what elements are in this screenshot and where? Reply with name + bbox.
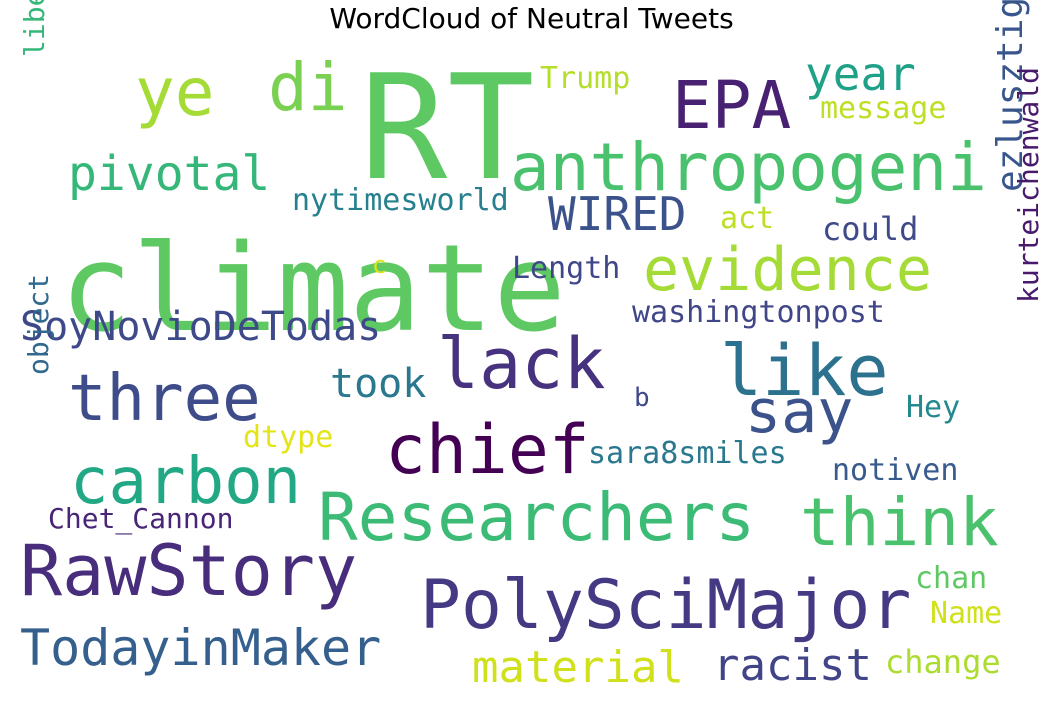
word-liberals: liberals — [18, 0, 51, 57]
word-took: took — [330, 361, 426, 407]
word-rt: RT — [360, 44, 535, 213]
word-act: act — [720, 201, 774, 236]
word-chief: chief — [385, 411, 590, 490]
word-could: could — [822, 210, 918, 248]
word-climate: climate — [60, 220, 566, 359]
word-chet-cannon: Chet_Cannon — [48, 502, 233, 536]
word-polyscimajor: PolySciMajor — [420, 566, 911, 645]
word-ye: ye — [135, 54, 214, 131]
word-change: change — [885, 643, 1001, 681]
word-material: material — [472, 642, 684, 693]
word-anthropogeni: anthropogeni — [510, 129, 987, 206]
word-like: like — [720, 330, 889, 412]
word-ezlusztig: ezlusztig — [990, 0, 1031, 192]
chart-title: WordCloud of Neutral Tweets — [329, 2, 734, 35]
word-epa: EPA — [672, 67, 791, 144]
word-todayinmaker: TodayinMaker — [20, 619, 381, 677]
word-wired: WIRED — [548, 187, 686, 241]
word-message: message — [820, 91, 946, 126]
word-year: year — [805, 47, 916, 101]
word-researchers: Researchers — [318, 479, 755, 556]
word-soynoviodetodas: SoyNovioDeTodas — [20, 304, 381, 350]
word-hey: Hey — [906, 390, 960, 425]
word-object: object — [22, 274, 55, 375]
word-c: c — [372, 251, 386, 279]
word-trump: Trump — [540, 61, 630, 96]
word-sara8smiles: sara8smiles — [588, 436, 787, 471]
word-three: three — [68, 362, 261, 436]
word-think: think — [800, 484, 999, 561]
word-dtype: dtype — [243, 420, 333, 455]
word-rawstory: RawStory — [20, 530, 357, 612]
word-racist: racist — [713, 640, 872, 691]
word-nytimesworld: nytimesworld — [292, 183, 509, 218]
word-washingtonpost: washingtonpost — [632, 295, 885, 330]
word-chan: chan — [915, 561, 987, 596]
word-name: Name — [930, 596, 1002, 631]
word-b: b — [634, 383, 650, 413]
word-lack: lack — [437, 323, 606, 405]
word-pivotal: pivotal — [68, 146, 270, 202]
word-kurteichenwald: kurteichenwald — [1012, 67, 1045, 303]
word-di: di — [268, 49, 347, 126]
word-length: Length — [512, 251, 620, 286]
word-say: say — [745, 377, 853, 447]
word-notiven: notiven — [832, 453, 958, 488]
word-evidence: evidence — [643, 235, 932, 305]
word-carbon: carbon — [70, 445, 301, 519]
